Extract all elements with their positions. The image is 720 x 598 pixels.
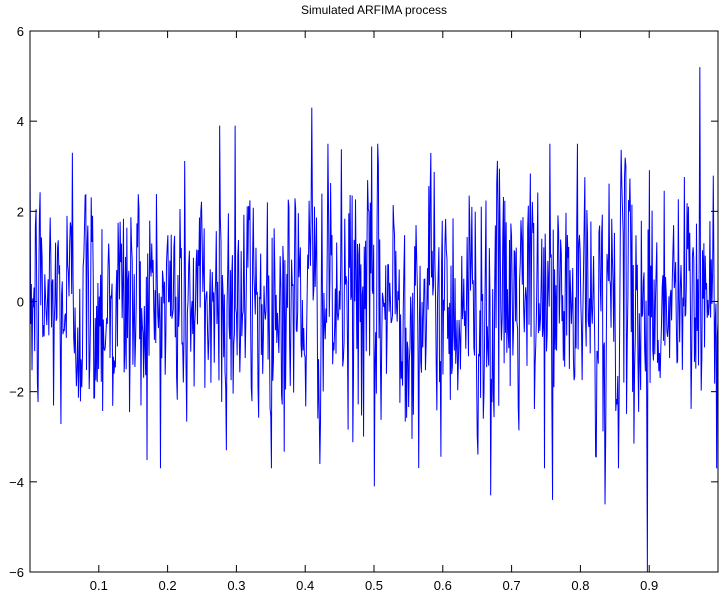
chart-title: Simulated ARFIMA process xyxy=(301,3,447,17)
axes: 0.1 0.2 0.3 0.4 0.5 0.6 0.7 0.8 0.9 −6 −4 −2 0 2 4 6 xyxy=(9,24,719,593)
x-tick-label: 0.3 xyxy=(227,578,245,593)
x-tick-label: 0.5 xyxy=(365,578,383,593)
y-tick-label: −6 xyxy=(9,565,24,580)
y-tick-label: −4 xyxy=(9,475,24,490)
x-tick-label: 0.2 xyxy=(159,578,177,593)
y-tick-label: 4 xyxy=(17,114,24,129)
x-tick-label: 0.1 xyxy=(90,578,108,593)
x-tick-label: 0.6 xyxy=(434,578,452,593)
y-tick-label: −2 xyxy=(9,385,24,400)
x-tick-label: 0.4 xyxy=(296,578,314,593)
x-tick-label: 0.7 xyxy=(503,578,521,593)
x-tick-label: 0.9 xyxy=(640,578,658,593)
y-tick-label: 6 xyxy=(17,24,24,39)
plot-area xyxy=(29,67,719,573)
y-tick-label: 2 xyxy=(17,204,24,219)
y-tick-label: 0 xyxy=(17,295,24,310)
x-tick-label: 0.8 xyxy=(571,578,589,593)
series-line xyxy=(29,67,719,573)
